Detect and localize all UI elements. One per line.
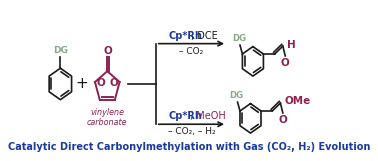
Text: H: H	[287, 40, 296, 50]
Text: , MeOH: , MeOH	[190, 111, 226, 121]
Text: Catalytic Direct Carbonylmethylation with Gas (CO₂, H₂) Evolution: Catalytic Direct Carbonylmethylation wit…	[8, 142, 370, 152]
Text: – CO₂, – H₂: – CO₂, – H₂	[167, 127, 215, 136]
Text: O: O	[279, 115, 287, 125]
Text: vinylene
carbonate: vinylene carbonate	[87, 108, 127, 127]
Text: O: O	[109, 78, 118, 88]
Text: – CO₂: – CO₂	[179, 47, 203, 56]
Text: +: +	[75, 76, 88, 91]
Text: O: O	[97, 78, 105, 88]
Text: Cp*Rh: Cp*Rh	[168, 31, 202, 41]
Text: DG: DG	[230, 91, 244, 100]
Text: O: O	[281, 58, 290, 68]
Text: , DCE: , DCE	[191, 31, 218, 41]
Text: O: O	[104, 46, 113, 56]
Text: DG: DG	[53, 46, 68, 55]
Text: Cp*Rh: Cp*Rh	[168, 111, 202, 121]
Text: OMe: OMe	[285, 96, 311, 106]
Text: DG: DG	[232, 34, 246, 43]
